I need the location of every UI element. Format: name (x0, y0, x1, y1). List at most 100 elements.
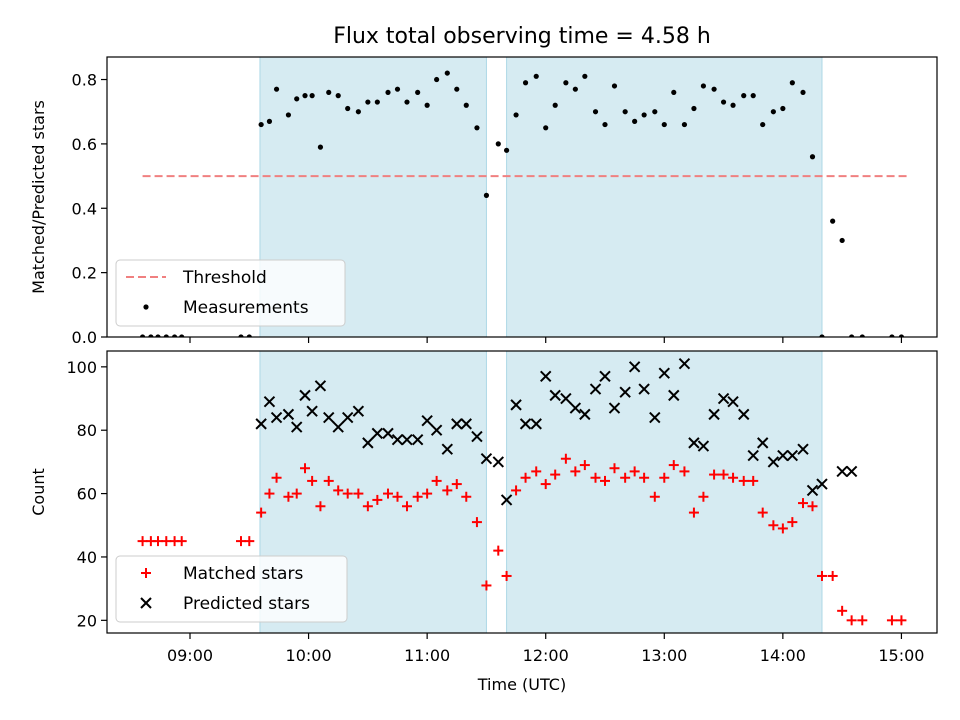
measurement-point (681, 121, 688, 128)
matched-star-point (698, 491, 709, 502)
matched-star-point (333, 485, 344, 496)
legend-label: Matched stars (183, 564, 303, 584)
measurement-point (238, 334, 244, 337)
y-tick-label: 0.0 (72, 328, 97, 347)
measurement-point (898, 334, 905, 337)
matched-star-point (590, 472, 601, 483)
ratio-panel: 0.0 0.2 0.4 0.6 0.8 Matched/Predicted stars Th… (29, 56, 938, 347)
predicted-star-point (727, 395, 739, 408)
predicted-star-point (697, 440, 710, 452)
measurement-point (830, 218, 836, 224)
matched-star-point (540, 479, 551, 490)
measurement-point (365, 99, 371, 105)
measurement-point (415, 89, 421, 96)
matched-star-point (738, 475, 749, 486)
measurement-point (474, 125, 480, 131)
measurement-point (641, 112, 647, 118)
predicted-star-point (492, 456, 504, 468)
y-axis-label: Matched/Predicted stars (29, 100, 48, 294)
measurement-point (148, 334, 154, 337)
matched-star-point (501, 570, 512, 581)
measurement-point (335, 93, 341, 99)
legend-label: Measurements (183, 298, 309, 318)
predicted-star-point (291, 421, 303, 433)
measurement-point (592, 109, 599, 115)
measurement-point (294, 96, 300, 102)
measurement-point (859, 334, 865, 337)
predicted-star-point (845, 465, 858, 478)
measurement-point (691, 105, 697, 112)
matched-star-point (362, 501, 373, 512)
matched-star-point (787, 517, 798, 528)
y-tick-label: 0.6 (72, 135, 97, 154)
measurement-point (572, 86, 578, 92)
measurement-point (317, 144, 324, 150)
predicted-star-point (282, 408, 295, 421)
y-tick-label: 100 (66, 358, 97, 377)
matched-star-point (291, 488, 302, 499)
matched-star-point (244, 536, 255, 547)
matched-star-point (442, 485, 453, 496)
predicted-star-point (668, 389, 680, 402)
predicted-star-point (441, 443, 454, 455)
measurement-point (632, 118, 638, 124)
matched-star-point (629, 466, 640, 477)
legend-box (115, 555, 348, 623)
predicted-star-point (401, 434, 413, 446)
measurement-point (503, 147, 510, 153)
predicted-star-point (270, 411, 283, 424)
measurement-point (622, 109, 628, 115)
y-tick-label: 0.4 (72, 199, 97, 218)
legend: Threshold Measurements (115, 259, 346, 327)
matched-star-point (816, 570, 827, 581)
matched-star-point (659, 472, 670, 483)
measurement-point (671, 89, 677, 96)
matched-star-point (353, 488, 364, 499)
matched-star-point (757, 507, 768, 518)
matched-star-point (383, 488, 394, 499)
predicted-star-point (717, 392, 730, 405)
measurement-point (700, 83, 707, 89)
y-tick-label: 40 (77, 548, 97, 567)
predicted-star-point (599, 370, 611, 383)
matched-star-point (560, 453, 571, 464)
measurement-point (309, 93, 315, 99)
predicted-star-point (460, 418, 472, 430)
measurement-point (552, 102, 558, 108)
matched-star-point (886, 615, 897, 626)
predicted-star-point (688, 437, 700, 449)
matched-star-point (896, 615, 907, 626)
y-axis-label: Count (29, 468, 48, 516)
x-tick-label: 14:00 (760, 646, 806, 665)
measurement-point (760, 121, 766, 128)
matched-star-point (401, 501, 412, 512)
matched-star-point (481, 580, 492, 591)
measurement-point (789, 80, 795, 86)
measurement-point (780, 105, 786, 112)
measurement-point (849, 334, 855, 337)
legend: Matched stars Predicted stars (115, 555, 348, 623)
y-tick-label: 80 (77, 421, 97, 440)
measurement-point (246, 334, 252, 337)
matched-star-point (570, 466, 581, 477)
predicted-star-point (569, 402, 582, 414)
plot-area (137, 351, 907, 633)
measurement-point (434, 76, 440, 83)
legend-matched-swatch (141, 568, 151, 578)
measurement-point (770, 109, 776, 115)
predicted-star-point (638, 383, 650, 395)
measurement-point (661, 121, 667, 128)
predicted-star-point (708, 408, 720, 421)
matched-star-point (748, 475, 759, 486)
legend-label: Predicted stars (183, 594, 310, 614)
predicted-star-point (777, 449, 789, 462)
measurement-point (582, 73, 588, 79)
measurement-point (602, 121, 608, 128)
matched-star-point (620, 472, 631, 483)
matched-star-point (471, 517, 482, 528)
predicted-star-point (255, 418, 267, 430)
measurement-point (444, 70, 450, 76)
matched-star-point (798, 498, 809, 509)
matched-star-point (837, 605, 848, 616)
chart-title: Flux total observing time = 4.58 h (333, 24, 711, 49)
